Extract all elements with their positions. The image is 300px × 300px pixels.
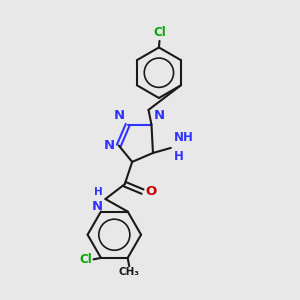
Text: N: N <box>114 110 125 122</box>
Text: N: N <box>92 200 103 213</box>
Text: H: H <box>94 187 103 197</box>
Text: Cl: Cl <box>79 253 92 266</box>
Text: Cl: Cl <box>153 26 166 39</box>
Text: CH₃: CH₃ <box>119 267 140 278</box>
Text: N: N <box>154 110 165 122</box>
Text: O: O <box>145 185 156 198</box>
Text: NH: NH <box>174 131 194 144</box>
Text: N: N <box>104 139 115 152</box>
Text: H: H <box>174 150 184 163</box>
